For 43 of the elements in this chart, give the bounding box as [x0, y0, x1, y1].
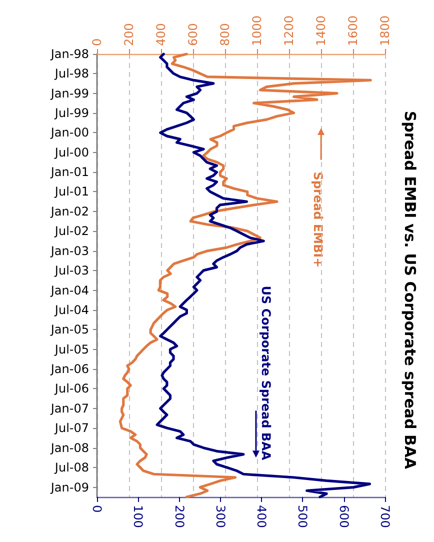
x2-tick-label: 600 [186, 23, 200, 46]
x-tick-label: 600 [336, 505, 351, 528]
y-tick-label: Jan-98 [50, 47, 89, 61]
y-tick-label: Jan-03 [50, 244, 89, 258]
x-tick-label: 500 [296, 505, 310, 528]
y-tick-label: Jul-02 [54, 224, 89, 238]
y-tick-label: Jul-07 [54, 420, 89, 435]
y-tick-label: Jul-98 [54, 66, 89, 81]
x2-tick-label: 1200 [282, 15, 296, 46]
y-tick-label: Jan-01 [50, 165, 89, 180]
text: US Corporate Spread BAA [259, 286, 274, 461]
y-tick-label: Jul-05 [54, 342, 89, 356]
y-tick-label: Jan-00 [50, 126, 89, 140]
x-tick-label: 400 [254, 505, 269, 528]
y-tick-label: Jan-99 [50, 86, 89, 100]
x2-tick-label: 1000 [250, 15, 264, 46]
y-tick-label: Jul-99 [54, 106, 89, 120]
x-tick-label: 0 [90, 505, 104, 513]
x2-tick-label: 200 [122, 23, 136, 46]
y-tick-label: Jan-09 [50, 480, 89, 494]
x-tick-label: 700 [378, 505, 392, 528]
y-tick-label: Jul-04 [54, 302, 89, 317]
x-tick-label: 100 [131, 505, 146, 528]
y-tick-label: Jan-07 [50, 401, 89, 416]
x2-tick-label: 1800 [378, 15, 392, 46]
y-tick-label: Jul-01 [54, 184, 89, 199]
y-tick-label: Jul-06 [54, 382, 89, 396]
y-tick-label: Jan-06 [50, 362, 89, 376]
y-tick-label: Jan-08 [50, 440, 89, 455]
x-tick-label: 200 [172, 505, 186, 528]
y-tick-label: Jan-04 [50, 283, 89, 298]
y-tick-label: Jul-00 [54, 145, 89, 160]
x2-tick-label: 1400 [314, 15, 328, 46]
text: Spread EMBI vs. US Corporate spread BAA [401, 110, 419, 470]
y-tick-label: Jan-05 [50, 322, 89, 337]
x2-tick-label: 1600 [346, 15, 360, 46]
y-tick-label: Jan-02 [50, 204, 89, 219]
x2-tick-label: 800 [218, 23, 232, 46]
x-tick-label: 300 [213, 505, 228, 528]
x2-tick-label: 400 [154, 23, 168, 46]
x2-tick-label: 0 [90, 38, 104, 46]
y-tick-label: Jul-03 [54, 263, 89, 278]
y-tick-label: Jul-08 [54, 460, 89, 474]
